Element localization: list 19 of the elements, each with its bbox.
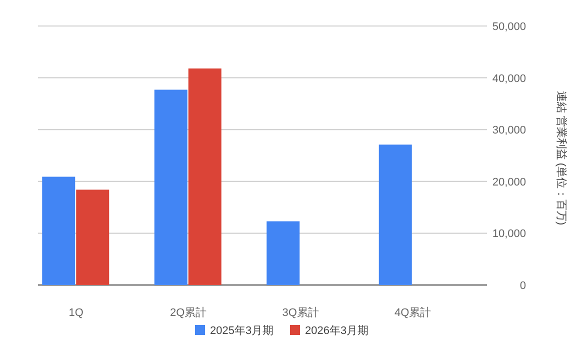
legend-label: 2025年3月期 — [210, 325, 274, 337]
x-tick-label: 3Q累計 — [282, 306, 319, 319]
bar — [42, 176, 76, 285]
bar — [76, 190, 110, 285]
bar — [378, 144, 412, 285]
y-tick-label: 30,000 — [492, 124, 526, 137]
bar — [154, 90, 188, 285]
bar — [266, 221, 300, 285]
x-tick-label: 1Q — [68, 307, 84, 319]
bar — [188, 68, 222, 285]
y-axis-title: 連結 営業利益 (単位：百万) — [555, 90, 568, 226]
y-tick-label: 40,000 — [492, 72, 526, 85]
x-tick-label: 2Q累計 — [170, 306, 207, 319]
legend-label: 2026年3月期 — [305, 325, 369, 337]
y-tick-label: 50,000 — [492, 21, 526, 33]
y-tick-label: 0 — [520, 280, 526, 292]
y-tick-label: 10,000 — [492, 228, 526, 240]
y-tick-label: 20,000 — [492, 176, 526, 188]
x-tick-label: 4Q累計 — [394, 306, 432, 319]
